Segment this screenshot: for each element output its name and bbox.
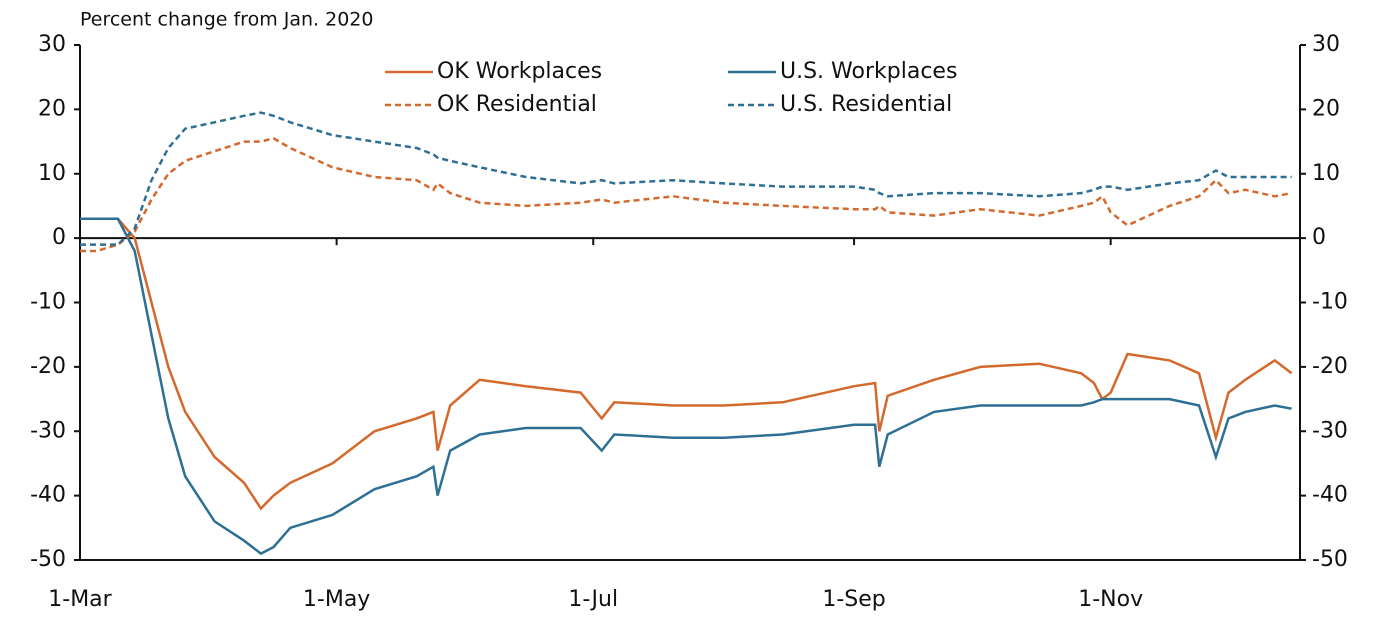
y-tick-label: -10 [30, 290, 66, 315]
x-tick-label: 1-May [303, 587, 370, 612]
y2-tick-label: 10 [1312, 161, 1340, 186]
y-tick-label: 30 [38, 32, 66, 57]
line-series [80, 136, 1292, 253]
line-series [80, 111, 1292, 246]
x-tick-label: 1-Mar [48, 587, 112, 612]
legend-label: U.S. Workplaces [780, 59, 957, 84]
y-tick-label: -20 [30, 354, 66, 379]
y2-tick-label: -20 [1312, 354, 1348, 379]
y-tick-label: -50 [30, 547, 66, 572]
y-tick-label: 20 [38, 96, 66, 121]
x-tick-label: 1-Nov [1078, 587, 1143, 612]
legend-label: U.S. Residential [780, 92, 952, 117]
line-series [80, 217, 1293, 511]
legend-label: OK Workplaces [437, 59, 602, 84]
y2-tick-label: -10 [1312, 290, 1348, 315]
y-tick-label: 10 [38, 161, 66, 186]
y-axis-label: Percent change from Jan. 2020 [80, 9, 373, 31]
y2-tick-label: -50 [1312, 547, 1348, 572]
y2-tick-label: 20 [1312, 96, 1340, 121]
y2-tick-label: 0 [1312, 225, 1326, 250]
x-tick-label: 1-Sep [822, 587, 885, 612]
y2-tick-label: -30 [1312, 418, 1348, 443]
y2-tick-label: 30 [1312, 32, 1340, 57]
x-tick-label: 1-Jul [568, 587, 618, 612]
legend-label: OK Residential [437, 92, 597, 117]
y-tick-label: -40 [30, 483, 66, 508]
line-series [80, 217, 1292, 556]
y-tick-label: -30 [30, 418, 66, 443]
y2-tick-label: -40 [1312, 483, 1348, 508]
y-tick-label: 0 [52, 225, 66, 250]
